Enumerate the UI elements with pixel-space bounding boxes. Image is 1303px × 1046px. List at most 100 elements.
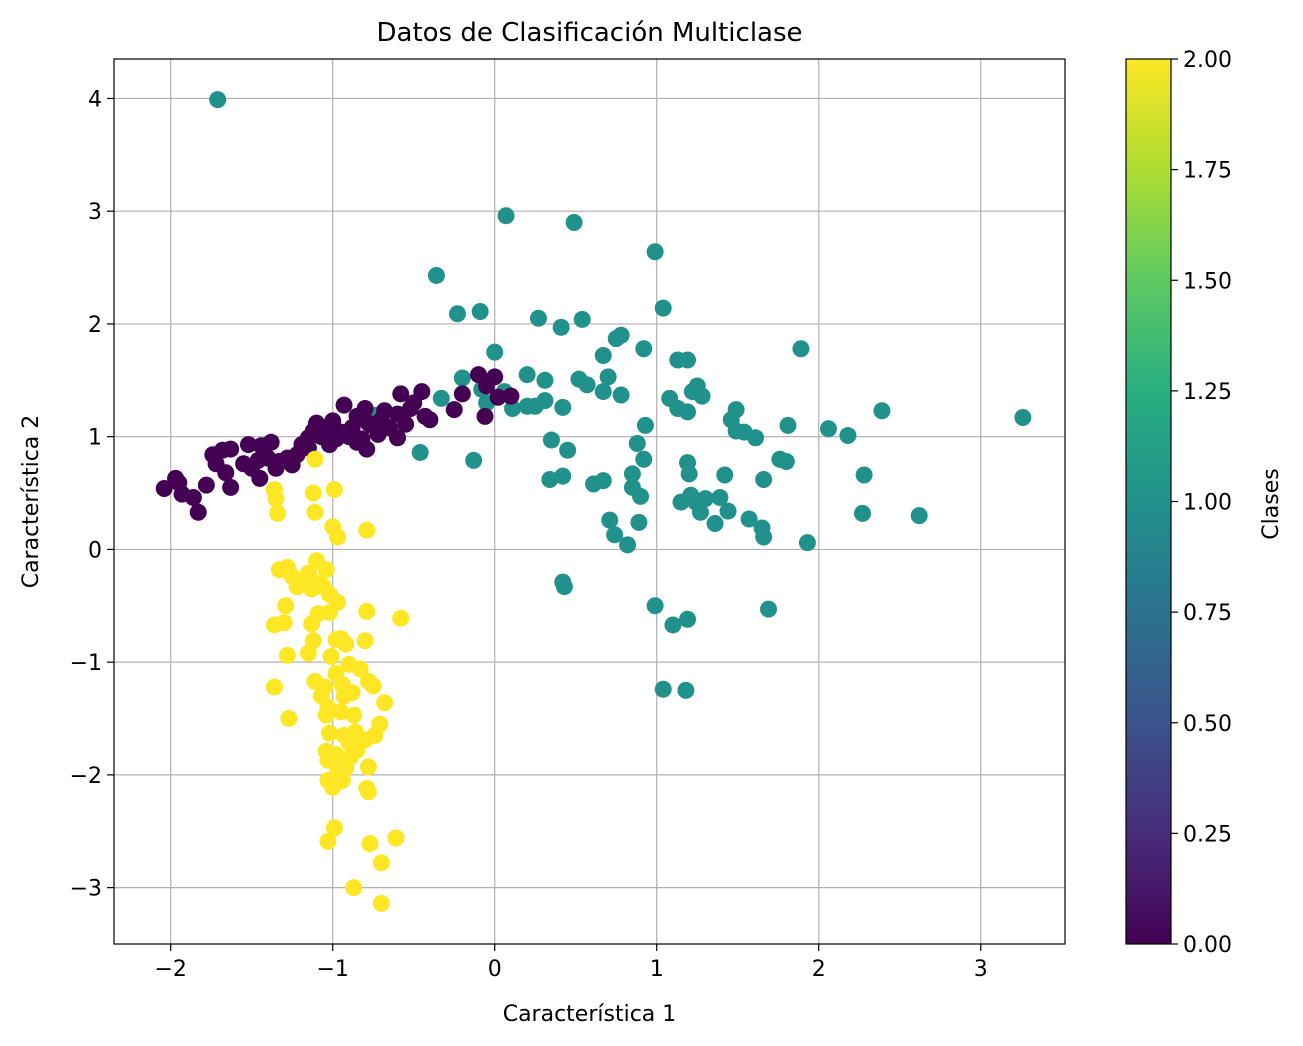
y-axis-label: Característica 2 [19,415,44,589]
data-point-class-1 [779,416,797,434]
data-point-class-2 [320,724,338,742]
chart-title: Datos de Clasificación Multiclase [376,18,802,48]
data-point-class-0 [392,385,410,403]
data-point-class-1 [601,511,619,529]
colorbar-tick-label: 1.00 [1183,491,1232,516]
data-point-class-1 [559,441,577,459]
data-point-class-0 [222,440,240,458]
data-point-class-1 [630,513,648,531]
data-point-class-2 [372,854,390,872]
data-point-class-0 [421,411,439,429]
data-point-class-0 [189,503,207,521]
data-point-class-2 [306,503,324,521]
data-point-class-2 [299,564,317,582]
data-point-class-2 [278,646,296,664]
data-point-class-2 [329,528,347,546]
data-point-class-1 [554,398,572,416]
data-point-class-0 [476,407,494,425]
data-point-class-2 [265,616,283,634]
data-point-class-1 [646,597,664,615]
data-point-class-0 [324,422,342,440]
data-point-class-1 [497,207,515,225]
data-point-class-1 [740,510,758,528]
data-point-class-0 [397,415,415,433]
data-point-class-2 [372,894,390,912]
data-point-class-1 [619,536,637,554]
data-point-class-1 [599,368,617,386]
y-tick-label: 1 [88,426,102,451]
data-point-class-1 [453,369,471,387]
data-point-class-2 [387,829,405,847]
data-point-class-2 [317,561,335,579]
data-point-class-1 [465,451,483,469]
data-point-class-2 [325,481,343,499]
y-tick-label: −1 [70,651,102,676]
data-point-class-2 [317,706,335,724]
plot-frame [113,58,1066,945]
data-point-class-2 [304,484,322,502]
data-point-class-2 [359,783,377,801]
data-point-class-2 [277,597,295,615]
data-point-class-1 [693,387,711,405]
colorbar-label: Clases [1259,468,1284,539]
data-point-class-0 [222,478,240,496]
data-point-class-1 [798,534,816,552]
data-point-class-1 [1014,409,1032,427]
data-point-class-0 [486,368,504,386]
colorbar-ticks: 0.00 0.25 0.50 0.75 1.00 1.25 1.50 1.75 2.00 [1171,48,1232,958]
data-point-class-2 [319,751,337,769]
data-point-class-1 [471,303,489,321]
data-point-class-0 [184,489,202,507]
data-point-class-2 [345,879,363,897]
data-point-class-1 [691,503,709,521]
data-point-class-2 [359,758,377,776]
data-point-class-1 [706,514,724,532]
data-point-class-2 [269,504,287,522]
data-point-class-1 [448,305,466,323]
data-point-class-1 [711,489,729,507]
data-point-class-2 [320,604,338,622]
data-point-class-0 [445,401,463,419]
data-point-class-1 [594,472,612,490]
data-point-class-2 [332,703,350,721]
data-point-class-2 [319,832,337,850]
data-point-class-1 [679,403,697,421]
data-point-class-1 [910,507,928,525]
data-point-class-1 [755,471,773,489]
data-point-class-1 [554,467,572,485]
colorbar-tick-label: 0.75 [1183,601,1232,626]
data-point-class-1 [635,450,653,468]
data-point-class-1 [679,610,697,628]
data-point-class-0 [348,433,366,451]
x-tick-label: −2 [154,957,186,982]
data-point-class-1 [646,243,664,261]
data-point-class-1 [486,343,504,361]
colorbar: 0.00 0.25 0.50 0.75 1.00 1.25 1.50 1.75 2.00 Cla… [1125,48,1284,958]
grid [114,59,1065,944]
y-tick-label: 3 [88,200,102,225]
data-point-class-2 [358,521,376,539]
data-point-class-0 [197,476,215,494]
data-point-class-0 [251,469,269,487]
data-point-class-1 [839,427,857,445]
data-point-class-1 [760,600,778,618]
data-point-class-0 [155,480,173,498]
data-point-class-1 [565,213,583,231]
data-point-class-0 [376,402,394,420]
x-axis-ticks: −2 −1 0 1 2 3 [154,944,988,982]
data-point-class-2 [325,819,343,837]
x-axis-label: Característica 1 [503,1002,677,1027]
data-point-class-1 [607,330,625,348]
data-point-class-1 [628,434,646,452]
data-point-class-1 [536,392,554,410]
data-point-class-1 [696,490,714,508]
x-tick-label: 1 [650,957,664,982]
data-point-class-2 [351,660,369,678]
y-tick-label: −2 [70,764,102,789]
data-point-class-2 [358,602,376,620]
data-point-class-1 [623,465,641,483]
data-point-class-2 [343,684,361,702]
y-tick-label: 0 [88,538,102,563]
colorbar-tick-label: 0.00 [1183,933,1232,958]
data-point-class-1 [716,466,734,484]
